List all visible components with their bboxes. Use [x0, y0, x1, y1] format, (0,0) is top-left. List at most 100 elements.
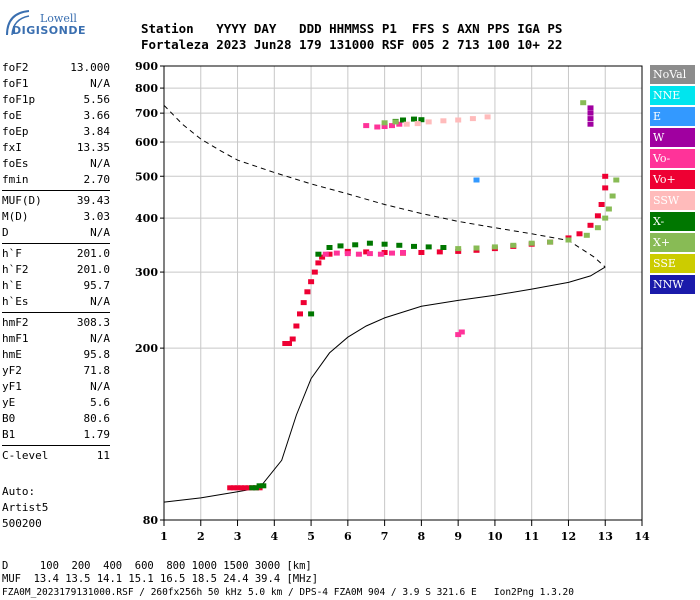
- trace-point: [311, 269, 318, 275]
- footer-muf: MUF 13.4 13.5 14.1 15.1 16.5 18.5 24.4 3…: [2, 573, 319, 585]
- trace-point: [587, 110, 594, 116]
- legend-item-noval: NoVal: [650, 65, 695, 84]
- x-tick-label: 8: [418, 530, 426, 543]
- param-value: 13.35: [76, 141, 110, 154]
- param-row: B0 80.6: [2, 411, 110, 427]
- param-row: foF1p 5.56: [2, 92, 110, 108]
- x-tick-label: 11: [524, 530, 539, 543]
- trace-point: [609, 193, 616, 199]
- trace-point: [238, 485, 245, 491]
- trace-point: [304, 289, 311, 295]
- trace-point: [374, 124, 381, 130]
- trace-point: [293, 323, 300, 329]
- polarization-legend: NoVal NNE E W Vo- Vo+ SSW X- X+ SSE NNW: [650, 65, 695, 296]
- trace-point: [594, 213, 601, 219]
- param-name: h`Es: [2, 295, 29, 308]
- param-row: h`Es N/A: [2, 294, 110, 310]
- trace-point: [308, 311, 315, 317]
- trace-point: [587, 222, 594, 228]
- trace-point: [400, 250, 406, 256]
- param-name: h`E: [2, 279, 22, 292]
- trace-point: [602, 173, 609, 179]
- x-tick-label: 13: [598, 530, 613, 543]
- legend-item-nne: NNE: [650, 86, 695, 105]
- trace-point: [565, 235, 572, 241]
- trace-point: [547, 239, 554, 245]
- param-value: 3.66: [83, 109, 111, 122]
- param-value: N/A: [90, 157, 110, 170]
- param-name: MUF(D): [2, 194, 42, 207]
- auto-label: Auto:: [2, 485, 36, 498]
- trace-point: [440, 245, 447, 250]
- trace-point: [580, 100, 587, 106]
- trace-point: [252, 485, 259, 491]
- trace-point: [510, 243, 517, 249]
- param-row: hmE 95.8: [2, 347, 110, 363]
- param-name: yF2: [2, 364, 22, 377]
- param-value: 201.0: [76, 247, 110, 260]
- param-name: foF2: [2, 61, 29, 74]
- param-value: N/A: [90, 380, 110, 393]
- trace-point: [455, 117, 462, 123]
- trace-point: [344, 251, 351, 257]
- param-name: fmin: [2, 173, 29, 186]
- trace-point: [528, 241, 535, 247]
- trace-point: [400, 117, 406, 123]
- y-tick-label: 400: [135, 212, 158, 225]
- trace-point: [308, 279, 315, 285]
- trace-point: [455, 248, 462, 254]
- trace-point: [249, 485, 256, 491]
- param-value: N/A: [90, 295, 110, 308]
- param-row: hmF1 N/A: [2, 331, 110, 347]
- param-divider: [2, 188, 110, 191]
- param-value: N/A: [90, 226, 110, 239]
- x-tick-label: 10: [487, 530, 503, 543]
- y-tick-label: 300: [135, 266, 158, 279]
- trace-point: [297, 311, 303, 317]
- trace-point: [381, 250, 388, 255]
- trace-point: [565, 237, 572, 243]
- param-name: B0: [2, 412, 16, 425]
- param-name: yF1: [2, 380, 22, 393]
- trace-point: [510, 242, 517, 248]
- y-tick-label: 600: [135, 136, 158, 149]
- param-value: 95.7: [83, 279, 111, 292]
- param-row: fmin 2.70: [2, 172, 110, 188]
- trace-point: [286, 341, 292, 346]
- trace-point: [241, 485, 248, 491]
- profile-dashed-line: [163, 104, 606, 268]
- trace-point: [587, 121, 594, 127]
- trace-point: [389, 123, 395, 129]
- trace-point: [333, 250, 340, 256]
- param-row: MUF(D) 39.43: [2, 193, 110, 209]
- param-row: M(D) 3.03: [2, 209, 110, 225]
- trace-point: [473, 245, 480, 251]
- trace-point: [436, 249, 443, 255]
- param-name: hmE: [2, 348, 22, 361]
- trace-point: [425, 119, 432, 125]
- param-divider: [2, 241, 110, 244]
- x-tick-label: 9: [454, 530, 462, 543]
- auto-artist: Artist5: [2, 501, 49, 514]
- param-row: h`E 95.7: [2, 278, 110, 294]
- legend-item-e: E: [650, 107, 695, 126]
- trace-point: [392, 118, 399, 124]
- param-row: B1 1.79: [2, 427, 110, 443]
- trace-point: [315, 260, 322, 266]
- header-values: Fortaleza 2023 Jun28 179 131000 RSF 005 …: [141, 37, 563, 52]
- trace-point: [381, 120, 388, 126]
- trace-point: [587, 116, 594, 122]
- legend-item-x-: X-: [650, 212, 695, 231]
- legend-item-sse: SSE: [650, 254, 695, 273]
- trace-point: [381, 241, 388, 247]
- param-row: C-level 11: [2, 448, 110, 464]
- legend-item-nnw: NNW: [650, 275, 695, 294]
- param-value: 95.8: [83, 348, 111, 361]
- trace-point: [576, 231, 583, 237]
- trace-point: [440, 118, 447, 124]
- trace-point: [355, 251, 362, 257]
- param-row: foEs N/A: [2, 156, 110, 172]
- param-name: foE: [2, 109, 22, 122]
- y-tick-label: 80: [143, 514, 159, 527]
- trace-point: [366, 251, 373, 257]
